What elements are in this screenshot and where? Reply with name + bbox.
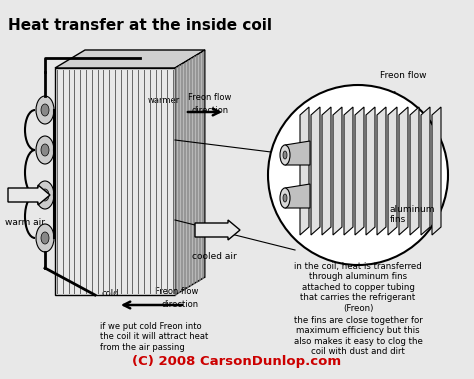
Ellipse shape [280, 145, 290, 165]
Polygon shape [300, 107, 309, 235]
Ellipse shape [41, 232, 49, 244]
Ellipse shape [280, 188, 290, 208]
Polygon shape [388, 107, 397, 235]
Polygon shape [377, 107, 386, 235]
Polygon shape [311, 107, 320, 235]
Circle shape [268, 85, 448, 265]
Text: warmer: warmer [148, 96, 180, 105]
Ellipse shape [36, 136, 54, 164]
Text: cold: cold [102, 289, 119, 298]
Polygon shape [285, 184, 310, 208]
Ellipse shape [41, 144, 49, 156]
Ellipse shape [36, 181, 54, 209]
Text: Freon flow: Freon flow [155, 287, 199, 296]
Ellipse shape [41, 189, 49, 201]
FancyArrow shape [195, 220, 240, 240]
Ellipse shape [283, 194, 287, 202]
Text: warm air: warm air [5, 218, 45, 227]
Text: direction: direction [192, 106, 229, 115]
Ellipse shape [36, 224, 54, 252]
Polygon shape [410, 107, 419, 235]
Text: in the coil, heat is transferred
through aluminum fins
attached to copper tubing: in the coil, heat is transferred through… [294, 262, 422, 313]
Polygon shape [366, 107, 375, 235]
Ellipse shape [283, 151, 287, 159]
Ellipse shape [36, 96, 54, 124]
Text: Heat transfer at the inside coil: Heat transfer at the inside coil [8, 18, 272, 33]
FancyArrow shape [8, 185, 50, 205]
Polygon shape [344, 107, 353, 235]
Polygon shape [285, 141, 310, 165]
Polygon shape [399, 107, 408, 235]
Text: the fins are close together for
maximum efficiency but this
also makes it easy t: the fins are close together for maximum … [293, 316, 422, 356]
Text: aluminum
fins: aluminum fins [390, 205, 436, 224]
Polygon shape [55, 68, 175, 295]
Polygon shape [421, 107, 430, 235]
Text: if we put cold Freon into
the coil it will attract heat
from the air passing: if we put cold Freon into the coil it wi… [100, 322, 208, 352]
Polygon shape [55, 50, 205, 68]
Text: Freon flow: Freon flow [188, 93, 231, 102]
Polygon shape [322, 107, 331, 235]
Text: direction: direction [162, 300, 199, 309]
Ellipse shape [41, 104, 49, 116]
Polygon shape [432, 107, 441, 235]
Text: (C) 2008 CarsonDunlop.com: (C) 2008 CarsonDunlop.com [132, 355, 342, 368]
Text: Freon flow: Freon flow [380, 71, 427, 80]
Polygon shape [333, 107, 342, 235]
Polygon shape [355, 107, 364, 235]
Polygon shape [175, 50, 205, 295]
Text: cooled air: cooled air [192, 252, 237, 261]
